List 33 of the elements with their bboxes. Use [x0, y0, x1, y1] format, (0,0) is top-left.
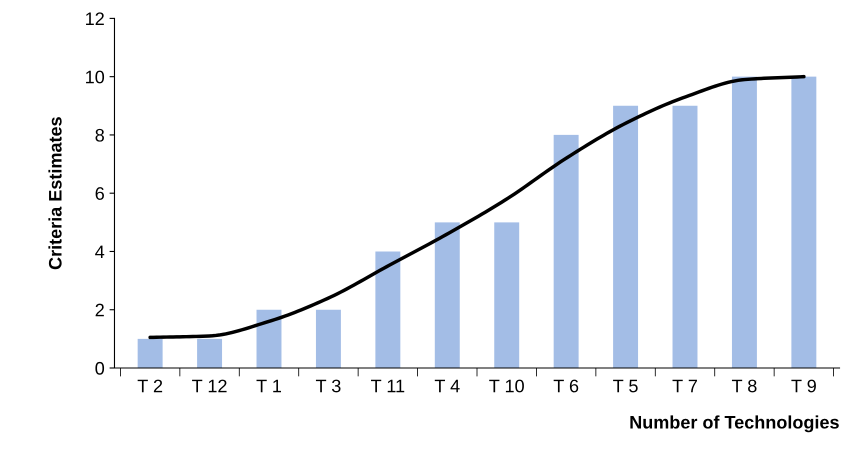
- bar: [732, 76, 757, 368]
- x-axis-title: Number of Technologies: [630, 415, 839, 432]
- y-tick-label: 8: [96, 128, 104, 142]
- x-tick-label: T 6: [554, 380, 578, 392]
- y-tick-label: 6: [96, 187, 104, 200]
- x-tick-label: T 2: [138, 380, 162, 392]
- x-tick-label: T 10: [489, 380, 524, 392]
- x-tick-label: T 1: [256, 380, 281, 392]
- y-tick-label: 2: [96, 304, 104, 316]
- x-tick-label: T 8: [732, 380, 757, 392]
- bar: [791, 76, 816, 368]
- x-tick-label: T 11: [371, 380, 404, 392]
- bar: [494, 222, 520, 368]
- bar: [256, 310, 282, 368]
- bar: [613, 106, 638, 368]
- bar: [316, 310, 341, 368]
- y-tick-label: 12: [86, 12, 104, 25]
- y-axis-title: Criteria Estimates: [48, 117, 62, 270]
- x-tick-label: T 9: [791, 380, 816, 392]
- x-tick-label: T 5: [613, 380, 638, 392]
- x-tick-label: T 3: [316, 380, 341, 392]
- y-tick-label: 10: [86, 70, 104, 84]
- bar: [672, 106, 698, 368]
- x-tick-label: T 7: [672, 380, 697, 392]
- bar: [554, 134, 579, 368]
- bar: [375, 251, 400, 368]
- x-tick-label: T 4: [434, 380, 460, 392]
- y-tick-label: 4: [95, 246, 104, 258]
- bar: [138, 338, 163, 368]
- bar: [197, 338, 222, 368]
- y-tick-label: 0: [95, 362, 104, 375]
- bar: [434, 222, 460, 368]
- x-tick-label: T 12: [192, 380, 227, 392]
